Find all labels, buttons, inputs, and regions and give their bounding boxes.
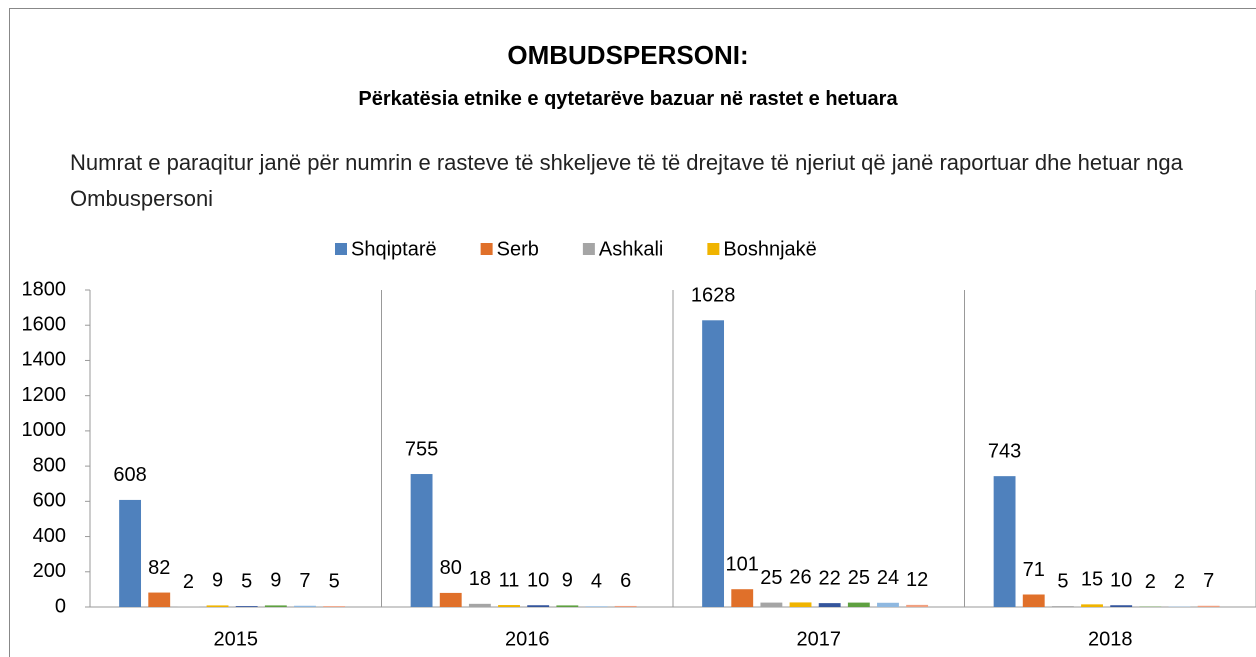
x-tick-label: 2016 xyxy=(505,628,550,650)
data-label: 71 xyxy=(1023,559,1045,581)
bar xyxy=(585,606,608,607)
legend-swatch xyxy=(707,243,720,255)
bar xyxy=(206,605,229,607)
legend-label: Shqiptarë xyxy=(351,238,437,260)
bar xyxy=(556,605,579,607)
bar xyxy=(993,476,1016,607)
legend-swatch xyxy=(582,243,595,255)
bar xyxy=(731,589,754,607)
data-label: 101 xyxy=(726,553,759,575)
legend-label: Serb xyxy=(497,238,539,260)
bar xyxy=(148,592,171,607)
data-label: 12 xyxy=(906,569,928,591)
data-label: 11 xyxy=(499,569,520,591)
bar xyxy=(847,602,870,607)
bar xyxy=(439,592,462,607)
data-label: 25 xyxy=(848,567,870,589)
data-label: 608 xyxy=(113,464,146,486)
legend-swatch xyxy=(480,243,493,255)
y-tick-label: 400 xyxy=(33,525,66,547)
data-label: 7 xyxy=(299,570,310,592)
x-tick-label: 2015 xyxy=(214,628,259,650)
data-label: 9 xyxy=(562,570,573,592)
legend-label: Ashkali xyxy=(599,238,663,260)
data-label: 10 xyxy=(527,570,549,592)
y-tick-label: 1200 xyxy=(22,384,67,406)
bar xyxy=(1022,594,1045,607)
bar xyxy=(468,603,491,607)
bar xyxy=(1051,606,1074,607)
data-label: 9 xyxy=(270,570,281,592)
bar xyxy=(789,602,812,607)
data-label: 4 xyxy=(591,571,602,593)
bar xyxy=(1197,605,1220,607)
data-label: 5 xyxy=(1057,570,1068,592)
y-tick-label: 1000 xyxy=(22,419,67,441)
y-tick-label: 1800 xyxy=(22,278,67,300)
chart-frame xyxy=(9,8,1256,657)
legend-swatch xyxy=(335,243,347,255)
data-label: 2 xyxy=(183,571,194,593)
bar xyxy=(906,604,929,607)
data-label: 2 xyxy=(1174,571,1185,593)
data-label: 24 xyxy=(877,567,899,589)
chart-title: OMBUDSPERSONI: xyxy=(507,40,749,70)
y-tick-label: 600 xyxy=(33,490,66,512)
bar xyxy=(294,605,316,607)
bar xyxy=(235,606,258,607)
data-label: 5 xyxy=(241,570,252,592)
annotation: Numrat e paraqitur janë për numrin e ras… xyxy=(70,150,1183,211)
data-label: 18 xyxy=(469,568,491,590)
y-tick-label: 1400 xyxy=(22,349,67,371)
data-label: 80 xyxy=(440,557,462,579)
bar xyxy=(702,320,725,607)
y-tick-label: 0 xyxy=(55,595,66,617)
y-tick-label: 200 xyxy=(33,560,66,582)
bar xyxy=(264,605,287,607)
data-label: 6 xyxy=(620,570,631,592)
data-label: 15 xyxy=(1081,569,1103,591)
data-label: 7 xyxy=(1203,570,1214,592)
data-label: 10 xyxy=(1110,570,1132,592)
data-label: 22 xyxy=(819,567,841,589)
data-label: 2 xyxy=(1145,571,1156,593)
data-label: 743 xyxy=(988,440,1021,462)
bar xyxy=(1110,605,1133,607)
x-tick-label: 2017 xyxy=(797,628,842,650)
bar xyxy=(877,602,899,607)
legend-label: Boshnjakë xyxy=(723,238,816,260)
bar xyxy=(614,605,637,607)
data-label: 9 xyxy=(212,570,223,592)
data-label: 82 xyxy=(148,557,170,579)
data-label: 1628 xyxy=(691,285,736,307)
bar xyxy=(760,602,783,607)
bar xyxy=(323,606,346,607)
data-label: 26 xyxy=(789,567,811,589)
data-label: 5 xyxy=(329,570,340,592)
data-label: 25 xyxy=(760,567,782,589)
x-tick-label: 2018 xyxy=(1088,628,1133,650)
bar xyxy=(119,499,142,607)
bar xyxy=(1081,604,1103,607)
y-tick-label: 800 xyxy=(33,454,66,476)
data-label: 755 xyxy=(405,438,438,460)
chart-subtitle: Përkatësia etnike e qytetarëve bazuar në… xyxy=(358,88,898,110)
bar xyxy=(527,605,550,607)
y-tick-label: 1600 xyxy=(22,314,67,336)
bar xyxy=(410,474,433,607)
bar xyxy=(498,605,520,607)
bar xyxy=(818,603,841,607)
